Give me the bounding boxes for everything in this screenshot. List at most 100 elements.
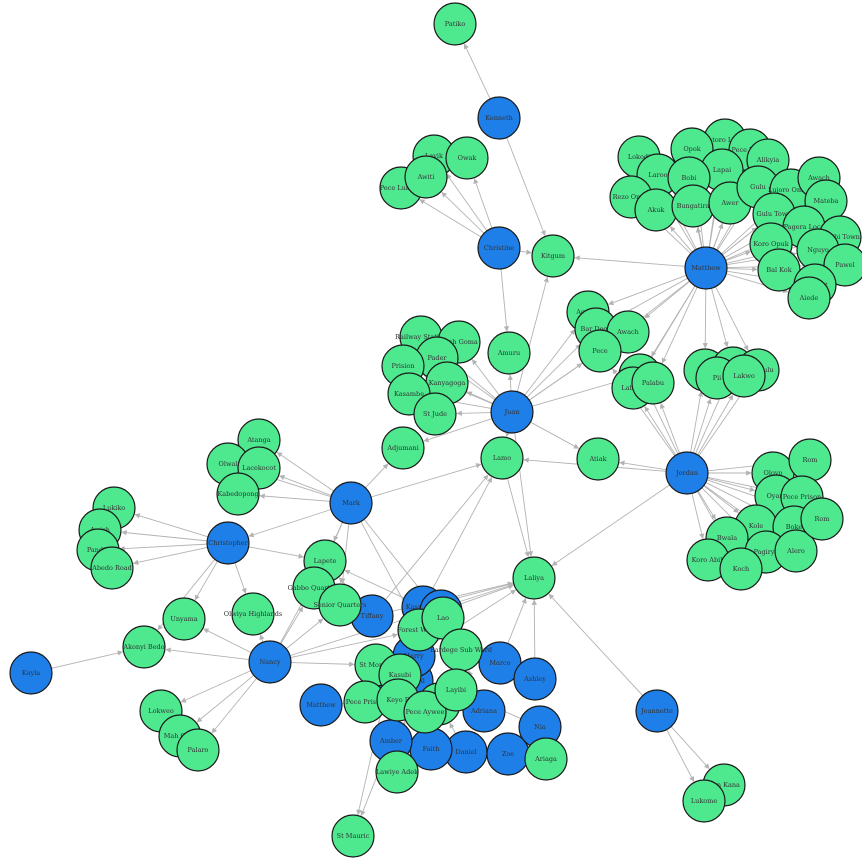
edge-christopher-lapete [248,546,304,559]
node-rom2[interactable]: Rom [800,497,844,541]
edge-mark-forest [360,521,410,612]
edge-nancy-stmonica [290,661,355,667]
node-unyama[interactable]: Unyama [162,597,206,641]
node-rom[interactable]: Rom [788,438,832,482]
edge-christine-layik [446,173,488,232]
edge-mark-seniorq [340,523,350,584]
node-atiak[interactable]: Atiak [576,437,620,481]
node-label-christopher: Christopher [208,539,248,547]
node-circle-nancy [248,640,292,684]
edge-kenneth-kitgum [506,137,546,237]
edge-jordan-kole [703,485,739,513]
node-jordan[interactable]: Jordan [665,451,709,495]
node-label-atanga: Atanga [246,436,270,444]
edge-mark-kabedopong [259,493,331,502]
node-label-mark: Mark [342,499,360,507]
node-label-bwala: Bwala [717,534,737,542]
edge-mark-adjumani [365,463,389,489]
node-zoe[interactable]: Zoe [486,732,530,776]
node-label-stjude: St Jude [423,410,447,418]
node-lakwo[interactable]: Lakwo [722,354,766,398]
node-matthew2[interactable]: Matthew [299,683,343,727]
node-abedo[interactable]: Abedo Road [90,546,134,590]
edge-kassandra-lapete [344,569,405,599]
node-bungatira[interactable]: Bungatira [671,184,715,228]
node-olwiyah[interactable]: Olwiya Highlands [224,592,282,636]
edge-nancy-seniorq [286,618,324,650]
node-mark[interactable]: Mark [329,481,373,525]
node-ashley[interactable]: Ashley [513,657,557,701]
node-circle-ashley [513,657,557,701]
edge-juan-kanyagoga [466,391,494,404]
node-label-peceaywee: Pece Aywee [406,708,445,716]
edge-marco-laliya [507,597,527,644]
node-kayla[interactable]: Kayla [9,651,53,695]
node-label-rom: Rom [803,456,818,464]
node-seniorq[interactable]: Senior Quarters [313,583,367,627]
node-label-bungatira: Bungatira [677,202,710,210]
edge-ashley-laliya [531,599,537,659]
node-stjude[interactable]: St Jude [413,392,457,436]
node-label-kochgoma: Koch Goma [440,338,478,346]
node-owak[interactable]: Owak [445,136,489,180]
node-juan[interactable]: Juan [490,390,534,434]
node-label-koroabili: Koro Abili [692,556,725,564]
edge-juan-ongako [532,379,620,407]
node-akonyi[interactable]: Akonyi Bedo [122,625,166,669]
node-circle-kenneth [477,96,521,140]
node-label-palaro: Palaro [188,746,209,754]
edge-christopher-lukiko [134,513,209,538]
node-christine[interactable]: Christine [477,226,521,270]
node-label-faith: Faith [423,745,440,753]
node-adjumani[interactable]: Adjumani [381,426,425,470]
node-lukome[interactable]: Lukome [682,779,726,823]
node-aiede[interactable]: Aiede [787,276,831,320]
node-label-jeannette: Jeannette [640,707,673,715]
node-circle-abedo [90,546,134,590]
node-palabu[interactable]: Palabu [631,361,675,405]
node-jeannette[interactable]: Jeannette [635,689,679,733]
node-circle-koch [719,547,763,591]
edge-matthew-minakulu [715,286,749,351]
node-alero[interactable]: Alero [774,529,818,573]
node-koch[interactable]: Koch [719,547,763,591]
node-pece[interactable]: Pece [578,329,622,373]
edge-juan-adjumani [423,418,493,443]
node-label-lacekocot: Lacekocot [242,464,276,472]
node-kenneth[interactable]: Kenneth [477,96,521,140]
node-akuk[interactable]: Akuk [634,188,678,232]
node-palaro[interactable]: Palaro [176,728,220,772]
node-label-awach: Awach [807,174,830,182]
node-label-latoro: Latoro Lachi [704,136,746,144]
node-label-kayla: Kayla [22,669,40,677]
node-patiko[interactable]: Patiko [433,2,477,46]
node-christopher[interactable]: Christopher [206,521,250,565]
node-kabedopong[interactable]: Kabedopong [216,472,260,516]
node-awiti[interactable]: Awiti [404,155,448,199]
node-nancy[interactable]: Nancy [248,640,292,684]
edge-jordan-nagi [690,391,704,453]
node-peceaywee[interactable]: Pece Aywee [403,690,447,734]
node-label-christine: Christine [484,244,515,252]
edge-matthew-kono [711,288,729,348]
node-amuru[interactable]: Amuru [487,331,531,375]
node-matthew[interactable]: Matthew [684,246,728,290]
node-circle-lukome [682,779,726,823]
node-kitgum[interactable]: Kitgum [531,234,575,278]
nodes-layer: Kenneth Christine Matthew Juan Jordan Mark Chr… [9,2,862,858]
node-label-harry: Harry [404,652,424,660]
node-lawiye[interactable]: Lawiye Adek [375,750,419,794]
node-label-lamo: Lamo [493,454,511,462]
node-circle-stmauric [331,814,375,858]
edge-christine-awiti [441,191,485,234]
edge-mark-atanga [276,452,334,492]
node-layibi[interactable]: Layibi [434,668,478,712]
node-label-atiak: Atiak [588,455,606,463]
node-label-olwal: Olwal [219,460,238,468]
node-stmauric[interactable]: St Mauric [331,814,375,858]
node-ariaga[interactable]: Ariaga [524,737,568,781]
node-lamo[interactable]: Lamo [480,436,524,480]
node-label-pagirya: Pagirya [754,548,779,556]
node-laliya[interactable]: Laliya [512,556,556,600]
node-label-lokodi: Lokodi [628,153,650,161]
